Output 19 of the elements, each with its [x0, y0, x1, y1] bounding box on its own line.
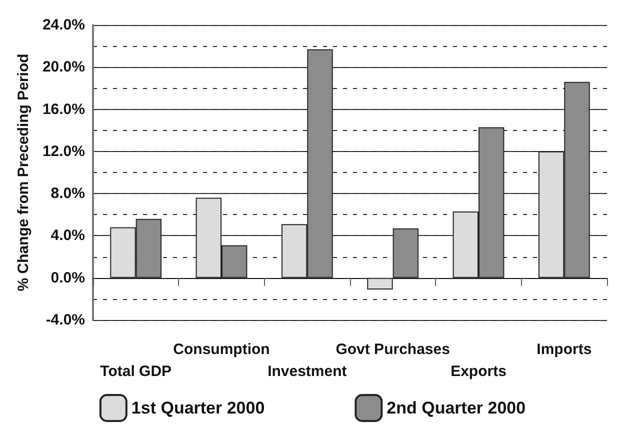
y-axis-title: % Change from Preceding Period: [15, 54, 32, 292]
x-tick-label: Imports: [536, 341, 592, 358]
x-tick-label: Govt Purchases: [336, 341, 450, 358]
legend-label: 1st Quarter 2000: [131, 398, 265, 418]
x-tick-label: Investment: [268, 363, 347, 380]
y-tick-label: 24.0%: [42, 16, 85, 34]
y-tick-label: 20.0%: [42, 58, 85, 76]
y-tick-label: 8.0%: [50, 185, 85, 202]
bar: [367, 278, 393, 290]
y-tick-label: 16.0%: [42, 100, 85, 118]
y-tick-label: 0.0%: [50, 269, 85, 286]
legend-label: 2nd Quarter 2000: [386, 398, 526, 418]
y-tick-label: 4.0%: [50, 227, 85, 244]
y-tick-label: -4.0%: [46, 312, 85, 328]
x-tick-label: Consumption: [173, 341, 270, 358]
x-tick-label: Exports: [450, 363, 506, 380]
x-tick-label: Total GDP: [100, 363, 172, 380]
y-tick-label: 12.0%: [42, 142, 85, 160]
bar: [392, 228, 419, 278]
